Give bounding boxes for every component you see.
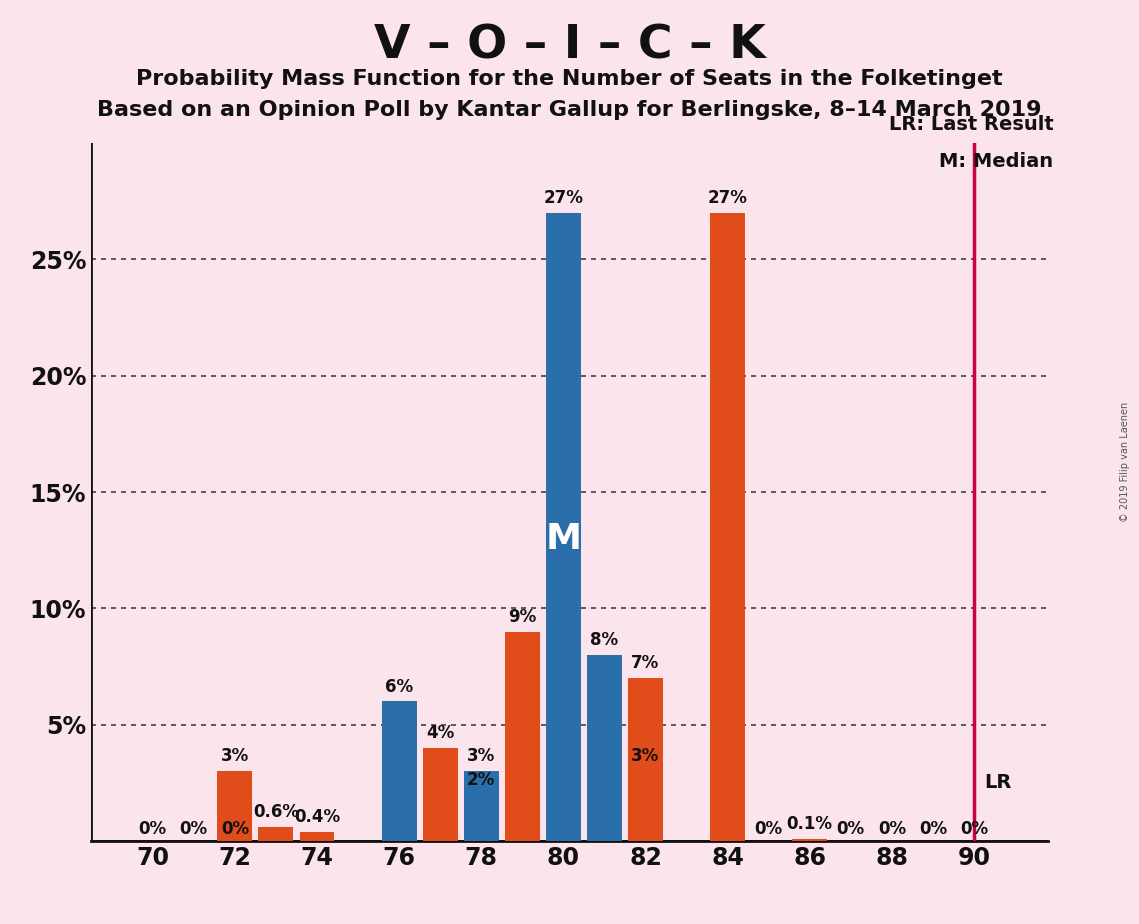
Bar xyxy=(464,771,499,841)
Text: 0%: 0% xyxy=(837,820,865,838)
Text: LR: LR xyxy=(984,773,1011,792)
Bar xyxy=(546,213,581,841)
Text: 0%: 0% xyxy=(878,820,906,838)
Text: M: Median: M: Median xyxy=(940,152,1054,172)
Bar xyxy=(300,832,335,841)
Text: V – O – I – C – K: V – O – I – C – K xyxy=(374,23,765,68)
Text: Probability Mass Function for the Number of Seats in the Folketinget: Probability Mass Function for the Number… xyxy=(137,69,1002,90)
Text: 2%: 2% xyxy=(467,771,495,788)
Bar xyxy=(218,771,253,841)
Text: 27%: 27% xyxy=(707,189,747,207)
Text: 0%: 0% xyxy=(919,820,947,838)
Text: 3%: 3% xyxy=(221,748,249,765)
Bar xyxy=(793,838,827,841)
Text: 0%: 0% xyxy=(180,820,207,838)
Bar xyxy=(587,655,622,841)
Bar xyxy=(423,748,458,841)
Text: © 2019 Filip van Laenen: © 2019 Filip van Laenen xyxy=(1121,402,1130,522)
Text: 0.4%: 0.4% xyxy=(294,808,341,826)
Bar xyxy=(628,678,663,841)
Bar xyxy=(710,213,745,841)
Text: 6%: 6% xyxy=(385,677,413,696)
Text: M: M xyxy=(546,521,581,555)
Bar xyxy=(628,771,663,841)
Text: 0.1%: 0.1% xyxy=(787,815,833,833)
Text: 0%: 0% xyxy=(755,820,782,838)
Text: 0%: 0% xyxy=(221,820,249,838)
Text: 0%: 0% xyxy=(139,820,166,838)
Text: 27%: 27% xyxy=(543,189,583,207)
Text: 9%: 9% xyxy=(508,608,536,626)
Text: 8%: 8% xyxy=(590,631,618,649)
Text: 7%: 7% xyxy=(631,654,659,673)
Text: 0.6%: 0.6% xyxy=(253,803,298,821)
Text: 3%: 3% xyxy=(631,748,659,765)
Bar xyxy=(382,701,417,841)
Text: 4%: 4% xyxy=(426,724,454,742)
Bar xyxy=(259,827,294,841)
Bar xyxy=(505,632,540,841)
Text: 3%: 3% xyxy=(467,748,495,765)
Text: 0%: 0% xyxy=(960,820,988,838)
Text: Based on an Opinion Poll by Kantar Gallup for Berlingske, 8–14 March 2019: Based on an Opinion Poll by Kantar Gallu… xyxy=(97,100,1042,120)
Text: LR: Last Result: LR: Last Result xyxy=(888,116,1054,135)
Bar xyxy=(464,795,499,841)
